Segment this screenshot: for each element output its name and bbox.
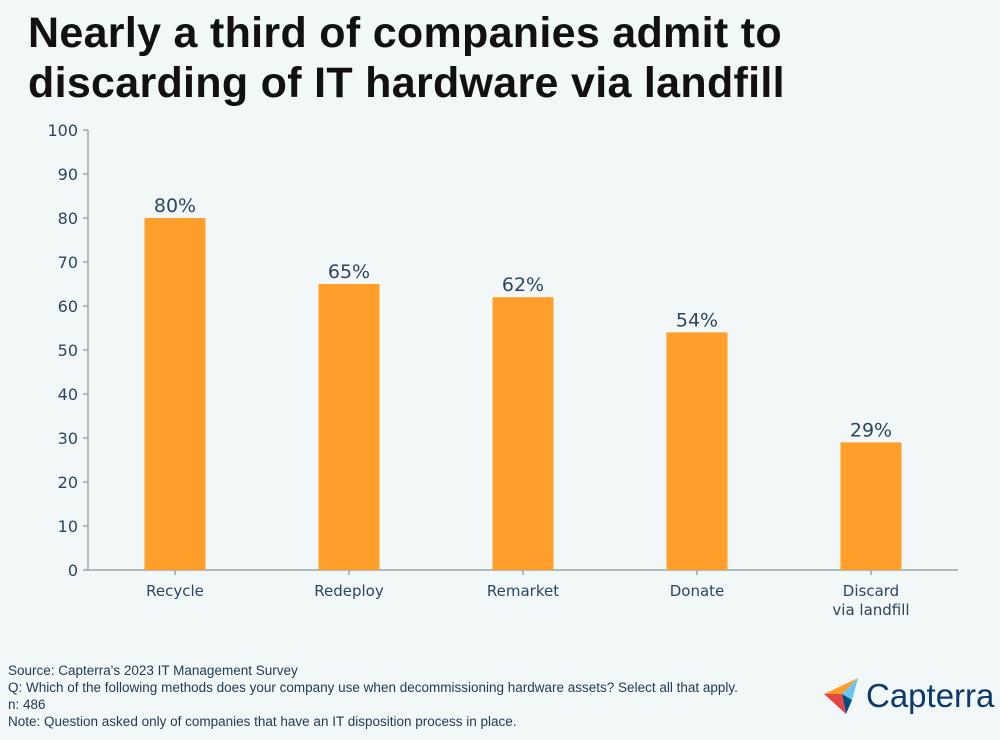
y-tick-label: 30 [58, 429, 78, 448]
bar-remarket [492, 297, 554, 570]
y-tick-label: 10 [58, 517, 78, 536]
bar-redeploy [318, 284, 380, 570]
capterra-logo: Capterra [822, 676, 994, 716]
bar-donate [666, 332, 728, 570]
y-tick-label: 70 [58, 253, 78, 272]
bar-recycle [144, 218, 206, 570]
data-label: 80% [154, 195, 196, 217]
x-tick-label: Discard [843, 582, 899, 600]
x-tick-label: Remarket [487, 582, 559, 600]
question-note: Q: Which of the following methods does y… [8, 680, 738, 695]
y-tick-label: 50 [58, 341, 78, 360]
y-tick-label: 80 [58, 209, 78, 228]
data-label: 65% [328, 261, 370, 283]
bar-chart: 0 10 20 30 40 50 60 70 80 90 100 80% Recycle 65% Redep… [47, 121, 958, 619]
y-tick-label: 60 [58, 297, 78, 316]
y-tick-label: 100 [47, 121, 78, 140]
capterra-logo-icon [824, 678, 858, 714]
y-tick-label: 90 [58, 165, 78, 184]
x-tick-label: Donate [670, 582, 725, 600]
x-tick-label: Recycle [146, 582, 204, 600]
chart-notes: Source: Capterra's 2023 IT Management Su… [8, 662, 738, 730]
y-tick-label: 40 [58, 385, 78, 404]
data-label: 54% [676, 309, 718, 331]
sample-size-note: n: 486 [8, 697, 46, 712]
bar-discard-via-landfill [840, 442, 902, 570]
y-tick-label: 20 [58, 473, 78, 492]
data-label: 29% [850, 419, 892, 441]
source-note: Source: Capterra's 2023 IT Management Su… [8, 663, 298, 678]
disclaimer-note: Note: Question asked only of companies t… [8, 714, 517, 729]
x-tick-label: via landfill [832, 601, 909, 619]
y-tick-label: 0 [68, 561, 78, 580]
x-tick-label: Redeploy [314, 582, 384, 600]
logo-text: Capterra [866, 677, 995, 714]
chart-title: Nearly a third of companies admit to dis… [28, 9, 785, 107]
data-label: 62% [502, 274, 544, 296]
